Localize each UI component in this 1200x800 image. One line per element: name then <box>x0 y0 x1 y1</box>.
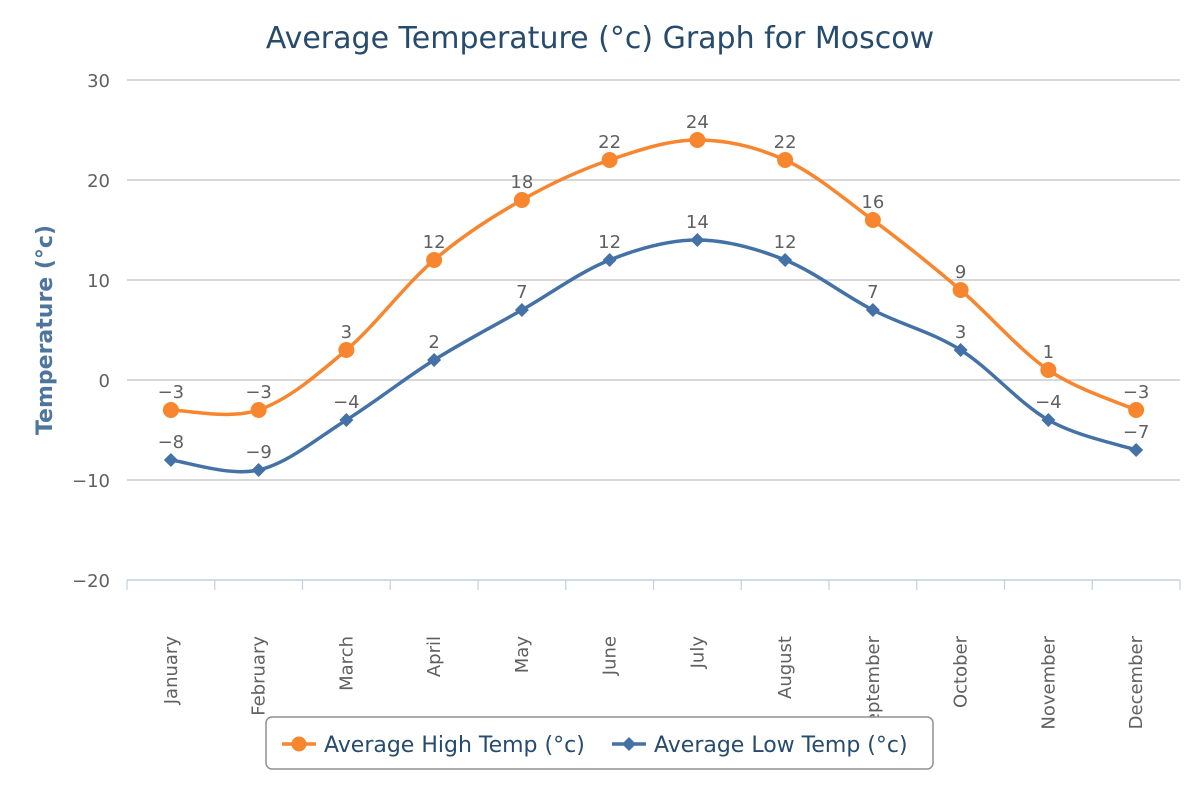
data-label: 12 <box>774 232 797 253</box>
x-tick-label: August <box>775 636 796 699</box>
x-tick-label: March <box>336 636 357 691</box>
data-point-marker <box>163 453 178 467</box>
data-labels: −3 −3 3 12 18 22 24 22 16 9 1 −3 −8 −9 −4 2 7 12 14 12 7 3 −4 −… <box>158 112 1150 463</box>
y-tick-label: 10 <box>87 271 110 292</box>
data-label: −7 <box>1123 422 1150 443</box>
x-tick-label: November <box>1038 635 1059 729</box>
data-point-marker <box>1128 402 1145 418</box>
data-label: 1 <box>1043 342 1054 363</box>
legend[interactable]: Average High Temp (°c) Average Low Temp (… <box>265 716 934 770</box>
data-label: −4 <box>333 392 360 413</box>
data-label: 18 <box>510 172 533 193</box>
data-point-marker <box>1129 443 1144 457</box>
data-point-marker <box>690 233 705 247</box>
data-label: 9 <box>955 262 966 283</box>
chart-title: Average Temperature (°c) Graph for Mosco… <box>266 21 934 56</box>
y-tick-label: −20 <box>72 571 110 592</box>
x-axis-tick-labels: January February March April May June July Augu… <box>161 635 1147 735</box>
x-tick-label: July <box>687 636 708 670</box>
y-axis-title: Temperature (°c) <box>33 225 58 435</box>
data-label: 3 <box>341 322 352 343</box>
legend-label-low[interactable]: Average Low Temp (°c) <box>654 733 908 758</box>
data-label: 7 <box>867 282 878 303</box>
data-point-marker <box>339 413 354 427</box>
x-tick-label: December <box>1126 635 1147 729</box>
data-point-marker <box>251 463 266 477</box>
data-label: −8 <box>158 432 185 453</box>
x-tick-label: February <box>249 636 270 716</box>
data-point-marker <box>513 192 530 208</box>
data-label: 16 <box>861 192 884 213</box>
data-point-marker <box>427 353 442 367</box>
data-point-marker <box>602 253 617 267</box>
data-label: 14 <box>686 212 709 233</box>
x-tick-label: April <box>424 636 445 677</box>
data-label: 2 <box>428 332 439 353</box>
grid-lines <box>127 79 1180 481</box>
data-label: −9 <box>245 442 272 463</box>
y-axis-tick-labels: 30 20 10 0 −10 −20 <box>72 71 110 592</box>
legend-marker-circle[interactable] <box>291 736 307 752</box>
data-label: −3 <box>158 382 185 403</box>
x-tick-label: January <box>161 636 182 706</box>
series-lines <box>169 138 1138 474</box>
data-point-marker <box>953 343 968 357</box>
data-point-marker <box>1040 362 1057 378</box>
x-tick-label: October <box>951 635 972 708</box>
data-point-marker <box>777 152 794 168</box>
data-point-marker <box>778 253 793 267</box>
data-point-marker <box>952 282 969 298</box>
data-label: 3 <box>955 322 966 343</box>
data-label: 24 <box>686 112 709 133</box>
y-tick-label: 20 <box>87 171 110 192</box>
series-line-low <box>169 238 1138 474</box>
y-tick-label: 0 <box>99 371 110 392</box>
legend-box[interactable] <box>265 716 934 770</box>
x-tick-label: May <box>512 636 533 674</box>
data-label: 12 <box>423 232 446 253</box>
data-point-marker <box>250 402 267 418</box>
x-tick-label: September <box>863 635 884 735</box>
data-point-marker <box>162 402 179 418</box>
legend-marker-diamond[interactable] <box>622 737 636 751</box>
data-point-marker <box>338 342 355 358</box>
data-point-marker <box>689 132 706 148</box>
series-markers <box>162 132 1145 477</box>
data-point-marker <box>865 303 880 317</box>
data-label: 22 <box>598 132 621 153</box>
data-label: −3 <box>245 382 272 403</box>
data-point-marker <box>426 252 443 268</box>
data-label: 7 <box>516 282 527 303</box>
data-point-marker <box>1041 413 1056 427</box>
data-label: 12 <box>598 232 621 253</box>
x-tick-label: June <box>600 636 621 676</box>
legend-label-high[interactable]: Average High Temp (°c) <box>324 733 585 758</box>
data-label: −4 <box>1035 392 1062 413</box>
data-label: −3 <box>1123 382 1150 403</box>
data-label: 22 <box>774 132 797 153</box>
data-point-marker <box>514 303 529 317</box>
x-axis <box>126 579 1181 590</box>
series-line-high <box>169 138 1138 417</box>
data-point-marker <box>864 212 881 228</box>
data-point-marker <box>601 152 618 168</box>
y-tick-label: 30 <box>87 71 110 92</box>
y-tick-label: −10 <box>72 471 110 492</box>
